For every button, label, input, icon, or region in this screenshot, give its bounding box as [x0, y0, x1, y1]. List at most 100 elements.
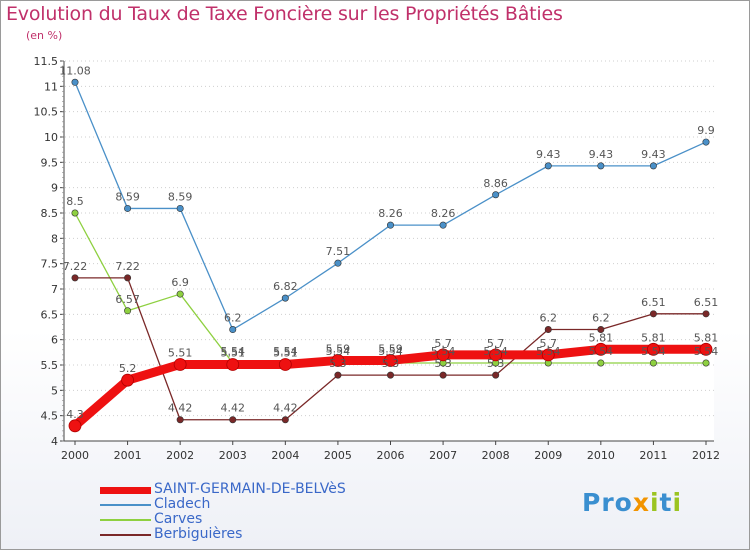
y-tick-label: 4	[51, 435, 58, 448]
data-label-1: 5.54	[483, 345, 508, 358]
data-label-2: 6.2	[540, 312, 558, 325]
series-point-3	[699, 342, 713, 356]
series-point-1	[124, 307, 132, 315]
series-point-0	[281, 294, 289, 302]
legend-label-carves: Carves	[154, 511, 203, 527]
y-tick-label: 5	[51, 384, 58, 397]
data-label-1: 5.54	[589, 345, 614, 358]
data-label-3: 5.81	[589, 331, 614, 344]
series-point-1	[702, 359, 710, 367]
data-label-0: 9.43	[536, 148, 561, 161]
x-tick-label: 2007	[429, 449, 457, 462]
data-label-3: 5.59	[326, 342, 351, 355]
data-label-0: 6.82	[273, 280, 298, 293]
data-label-2: 5.3	[487, 357, 505, 370]
y-tick-label: 8	[51, 232, 58, 245]
series-point-0	[649, 162, 657, 170]
series-point-2	[176, 416, 184, 424]
data-label-2: 6.2	[592, 312, 610, 325]
series-point-0	[597, 162, 605, 170]
series-point-3	[278, 358, 292, 371]
data-label-0: 8.86	[483, 177, 508, 190]
legend-swatch-cladech	[100, 504, 151, 506]
data-label-2: 7.22	[115, 260, 140, 273]
data-label-2: 5.3	[434, 357, 452, 370]
data-label-2: 4.42	[221, 402, 246, 415]
x-tick-label: 2002	[166, 449, 194, 462]
data-label-2: 7.22	[63, 260, 88, 273]
series-point-1	[176, 290, 184, 298]
data-label-2: 5.3	[382, 357, 400, 370]
y-tick-label: 9	[51, 182, 58, 195]
series-point-3	[226, 358, 240, 371]
y-tick-label: 10.5	[34, 106, 59, 119]
data-label-0: 8.59	[115, 190, 140, 203]
series-point-3	[647, 342, 660, 356]
data-label-3: 5.7	[434, 337, 452, 350]
x-tick-label: 2001	[114, 449, 142, 462]
y-tick-label: 8.5	[41, 207, 59, 220]
series-point-2	[334, 371, 342, 379]
data-label-0: 6.2	[224, 312, 242, 325]
data-label-3: 5.81	[694, 331, 719, 344]
data-label-3: 5.51	[221, 346, 246, 359]
series-point-2	[71, 274, 79, 282]
data-label-2: 6.51	[694, 296, 719, 309]
data-label-0: 8.59	[168, 190, 193, 203]
x-tick-label: 2011	[639, 449, 667, 462]
series-point-1	[649, 359, 657, 367]
data-label-3: 4.3	[66, 408, 84, 421]
y-tick-label: 5.5	[41, 359, 59, 372]
x-tick-label: 2004	[271, 449, 299, 462]
y-tick-label: 6.5	[41, 308, 59, 321]
series-point-3	[489, 348, 503, 362]
series-point-3	[594, 342, 608, 356]
series-point-2	[124, 274, 132, 282]
data-label-2: 5.3	[329, 357, 347, 370]
series-point-0	[124, 204, 132, 212]
x-tick-label: 2006	[377, 449, 405, 462]
series-point-2	[649, 310, 657, 318]
series-point-0	[229, 326, 237, 334]
series-point-2	[281, 416, 289, 424]
legend-swatch-carves	[100, 519, 151, 521]
series-point-0	[71, 78, 79, 86]
data-label-3: 5.2	[119, 362, 137, 375]
data-label-3: 5.7	[540, 337, 558, 350]
y-tick-label: 11	[44, 80, 58, 93]
y-tick-label: 9.5	[41, 156, 59, 169]
series-point-3	[384, 354, 397, 367]
unit-label: (en %)	[26, 29, 63, 42]
series-point-2	[229, 416, 237, 424]
data-label-1: 5.54	[326, 345, 351, 358]
y-tick-label: 4.5	[41, 410, 59, 423]
x-tick-label: 2008	[482, 449, 510, 462]
data-label-3: 5.7	[487, 337, 505, 350]
series-point-0	[544, 162, 552, 170]
series-point-3	[68, 419, 82, 433]
series-point-3	[436, 348, 450, 362]
data-label-0: 9.43	[641, 148, 666, 161]
x-tick-label: 2012	[692, 449, 720, 462]
series-point-0	[702, 138, 710, 146]
data-label-0: 11.08	[59, 64, 91, 77]
y-tick-label: 7	[51, 283, 58, 296]
data-label-1: 8.5	[66, 195, 84, 208]
data-label-1: 6.9	[171, 276, 189, 289]
data-label-2: 4.42	[168, 402, 193, 415]
proxiti-logo: Proxiti	[582, 488, 683, 517]
data-label-1: 5.54	[641, 345, 666, 358]
legend-label-berbiguieres: Berbiguières	[154, 526, 243, 542]
series-point-2	[492, 371, 500, 379]
data-label-1: 5.54	[273, 345, 298, 358]
series-point-2	[702, 310, 710, 318]
legend-swatch-saint-germain	[100, 487, 151, 494]
x-tick-label: 2009	[534, 449, 562, 462]
data-label-2: 4.42	[273, 402, 298, 415]
series-point-1	[597, 359, 605, 367]
y-tick-label: 6	[51, 334, 58, 347]
data-label-0: 7.51	[326, 245, 351, 258]
series-point-3	[121, 373, 134, 387]
data-label-1: 6.57	[115, 293, 140, 306]
